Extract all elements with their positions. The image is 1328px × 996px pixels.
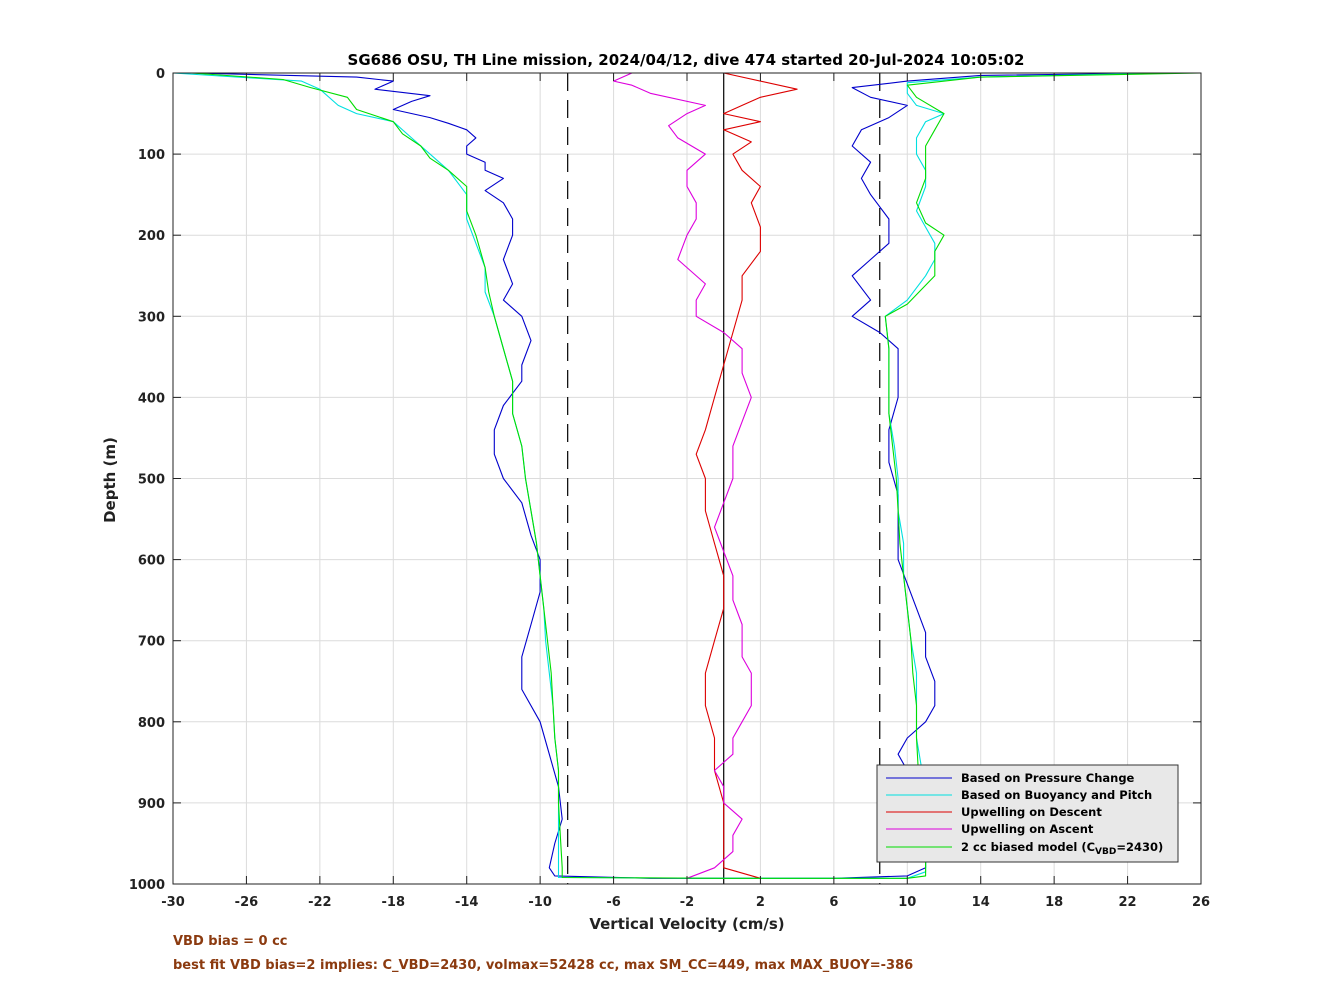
x-tick-label: -22 — [308, 895, 332, 910]
vbd-bias-note: VBD bias = 0 cc — [173, 934, 288, 949]
series-line-5 — [613, 72, 752, 879]
legend-label-pressure: Based on Pressure Change — [961, 771, 1135, 785]
legend-label-buoyancy: Based on Buoyancy and Pitch — [961, 788, 1152, 802]
y-tick-label: 300 — [138, 310, 165, 325]
grid-lines — [172, 72, 1202, 885]
x-tick-label: 2 — [756, 895, 765, 910]
y-tick-label: 700 — [138, 635, 165, 650]
y-tick-label: 1000 — [129, 878, 165, 893]
legend-label-descent: Upwelling on Descent — [961, 805, 1102, 819]
x-tick-label: 18 — [1045, 895, 1063, 910]
best-fit-note: best fit VBD bias=2 implies: C_VBD=2430,… — [173, 958, 914, 973]
x-axis-ticks: -30 -26 -22 -18 -14 -10 -6 -2 2 6 10 14 18 22 26 — [161, 73, 1210, 910]
legend-box — [876, 764, 1179, 863]
legend: Based on Pressure Change Based on Buoyan… — [876, 764, 1179, 863]
series-line-7 — [723, 72, 1202, 879]
reference-lines — [567, 73, 881, 884]
legend-label-ascent: Upwelling on Ascent — [961, 822, 1094, 836]
series-line-6 — [191, 72, 724, 879]
x-tick-label: -6 — [606, 895, 620, 910]
x-tick-label: -26 — [235, 895, 259, 910]
x-tick-label: -18 — [382, 895, 406, 910]
y-tick-label: 100 — [138, 148, 165, 163]
x-tick-label: -14 — [455, 895, 479, 910]
series-line-2 — [172, 72, 724, 879]
x-tick-label: 6 — [829, 895, 838, 910]
series-line-3 — [723, 72, 1165, 879]
x-tick-label: 26 — [1192, 895, 1210, 910]
series-line-4 — [695, 72, 798, 879]
x-tick-label: -30 — [161, 895, 185, 910]
y-axis-ticks: 0 100 200 300 400 500 600 700 800 900 1000 — [129, 67, 1201, 893]
y-tick-label: 200 — [138, 229, 165, 244]
legend-label-model: 2 cc biased model (CVBD=2430) — [961, 840, 1163, 857]
y-tick-label: 500 — [138, 473, 165, 488]
y-tick-label: 0 — [156, 67, 165, 82]
series-line-0 — [191, 72, 724, 879]
y-tick-label: 800 — [138, 716, 165, 731]
y-tick-label: 400 — [138, 391, 165, 406]
x-axis-label: Vertical Velocity (cm/s) — [589, 915, 784, 933]
x-tick-label: 10 — [898, 895, 916, 910]
y-tick-label: 600 — [138, 554, 165, 569]
x-tick-label: -10 — [528, 895, 552, 910]
chart-title: SG686 OSU, TH Line mission, 2024/04/12, … — [348, 51, 1025, 69]
x-tick-label: -2 — [680, 895, 694, 910]
y-axis-label: Depth (m) — [101, 437, 119, 523]
x-tick-label: 22 — [1119, 895, 1137, 910]
series-line-1 — [723, 72, 1183, 879]
x-tick-label: 14 — [972, 895, 990, 910]
y-tick-label: 900 — [138, 797, 165, 812]
